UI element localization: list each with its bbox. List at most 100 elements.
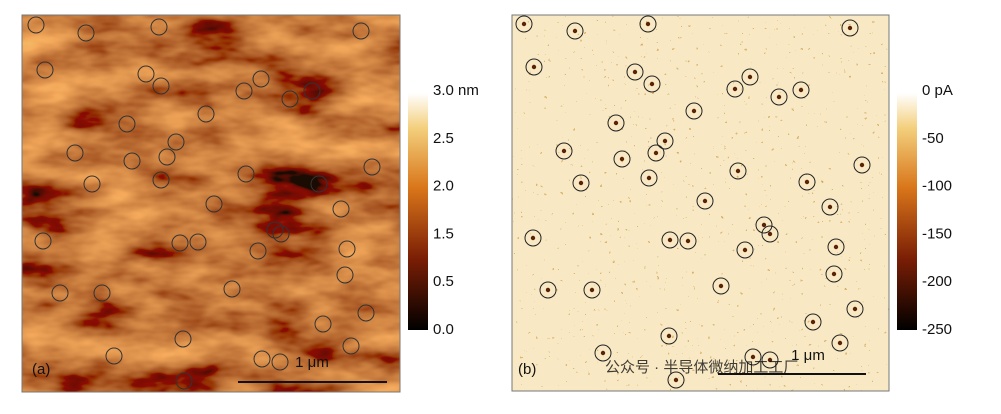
circle-marker	[175, 372, 193, 390]
circle-marker	[761, 351, 779, 369]
circle-marker	[281, 90, 299, 108]
circle-marker	[266, 221, 284, 239]
circle-marker	[525, 58, 543, 76]
dot	[649, 81, 655, 87]
circle-marker	[152, 77, 170, 95]
dot	[619, 156, 625, 162]
circle-marker	[594, 344, 612, 362]
circle-marker	[770, 88, 788, 106]
colorbar-tick-label: -250	[922, 321, 952, 338]
scale-bar-label: 1 μm	[295, 354, 329, 371]
dot	[646, 175, 652, 181]
circle-marker	[237, 165, 255, 183]
circle-marker	[792, 81, 810, 99]
circle-marker	[661, 231, 679, 249]
watermark: 公众号 · 半导体微纳加工工厂	[605, 359, 798, 376]
panel-label: (a)	[32, 361, 50, 378]
circle-marker	[197, 105, 215, 123]
dot	[852, 306, 858, 312]
circle-marker	[352, 22, 370, 40]
circle-marker	[643, 75, 661, 93]
dot	[798, 87, 804, 93]
dot	[804, 179, 810, 185]
dot	[589, 287, 595, 293]
colorbar-tick-label: 0.5	[433, 273, 454, 290]
circle-marker	[685, 102, 703, 120]
dot	[561, 148, 567, 154]
circle-marker	[314, 315, 332, 333]
afm-image	[21, 14, 401, 393]
circle-marker	[827, 238, 845, 256]
circle-marker	[726, 80, 744, 98]
colorbar-tick-label: 2.5	[433, 130, 454, 147]
circle-marker	[515, 15, 533, 33]
circle-marker	[36, 61, 54, 79]
circle-marker	[846, 300, 864, 318]
circle-marker	[798, 173, 816, 191]
dot	[827, 204, 833, 210]
circle-marker	[253, 350, 271, 368]
circle-marker	[51, 284, 69, 302]
circle-marker	[761, 225, 779, 243]
circle-marker	[363, 158, 381, 176]
colorbar-tick-label: 1.5	[433, 225, 454, 242]
circle-marker	[755, 216, 773, 234]
circle-marker	[174, 330, 192, 348]
circle-marker	[118, 115, 136, 133]
circle-marker	[744, 348, 762, 366]
circle-marker	[137, 65, 155, 83]
dot	[742, 247, 748, 253]
dot	[545, 287, 551, 293]
dot	[718, 283, 724, 289]
circle-marker	[831, 334, 849, 352]
dot	[833, 244, 839, 250]
dot	[761, 222, 767, 228]
panel-label: (b)	[518, 361, 536, 378]
dot	[810, 319, 816, 325]
circle-marker	[639, 15, 657, 33]
circle-marker	[821, 198, 839, 216]
circle-marker	[825, 265, 843, 283]
circle-marker	[27, 16, 45, 34]
circle-marker	[729, 162, 747, 180]
circle-marker	[93, 284, 111, 302]
dot	[531, 64, 537, 70]
circle-marker	[34, 232, 52, 250]
circle-marker	[167, 133, 185, 151]
dot	[702, 198, 708, 204]
dot	[847, 25, 853, 31]
circle-marker	[123, 152, 141, 170]
colorbar-tick-label: 3.0 nm	[433, 82, 479, 99]
circle-marker	[607, 114, 625, 132]
dot	[653, 150, 659, 156]
colorbar-tick-label: -200	[922, 273, 952, 290]
dot	[662, 138, 668, 144]
circle-marker	[223, 280, 241, 298]
dot	[735, 168, 741, 174]
circle-marker	[158, 148, 176, 166]
circle-marker	[205, 195, 223, 213]
circle-marker	[338, 240, 356, 258]
dot	[578, 180, 584, 186]
dot	[632, 69, 638, 75]
circle-marker	[712, 277, 730, 295]
dot	[859, 162, 865, 168]
colorbar-tick-label: 0.0	[433, 321, 454, 338]
circle-marker	[249, 242, 267, 260]
dot	[776, 94, 782, 100]
colorbar-tick-label: -150	[922, 225, 952, 242]
circle-marker	[252, 70, 270, 88]
dot	[645, 21, 651, 27]
circle-marker	[626, 63, 644, 81]
circle-marker	[583, 281, 601, 299]
circle-marker	[566, 22, 584, 40]
circle-marker	[271, 353, 289, 371]
circle-marker	[189, 233, 207, 251]
current-image	[511, 14, 890, 392]
dot	[691, 108, 697, 114]
colorbar	[897, 93, 917, 330]
circle-marker	[310, 175, 328, 193]
colorbar-tick-label: 0 pA	[922, 82, 953, 99]
circle-marker	[66, 144, 84, 162]
